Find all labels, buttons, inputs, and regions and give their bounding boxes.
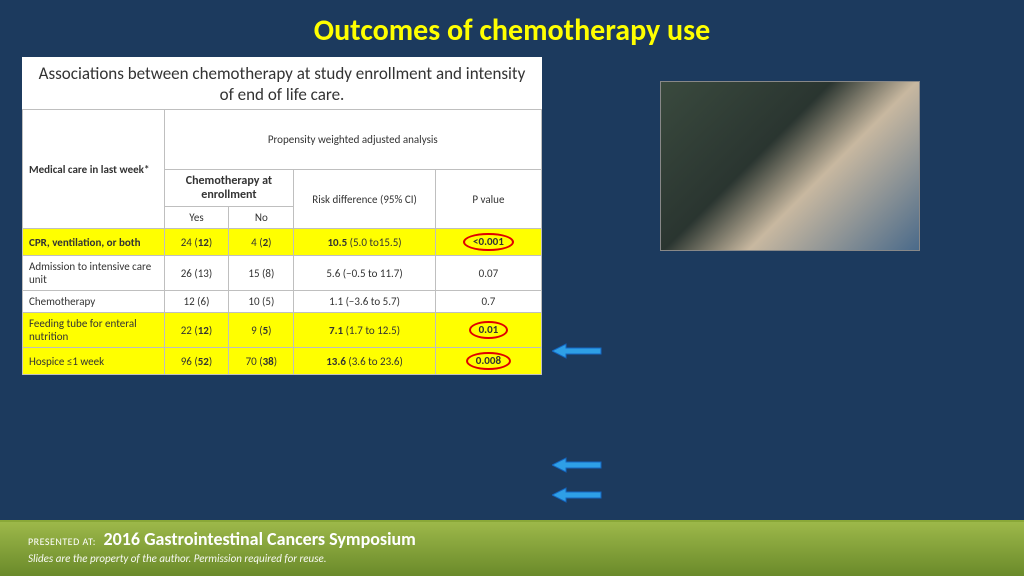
header-risk: Risk difference (95% CI): [294, 170, 436, 229]
significance-circle: 0.01: [469, 321, 509, 339]
medical-photo: [660, 81, 920, 251]
cell-no: 9 (5): [229, 313, 294, 348]
cell-no: 70 (38): [229, 348, 294, 375]
footer-event: 2016 Gastrointestinal Cancers Symposium: [104, 528, 416, 550]
data-table: Medical care in last week* Propensity we…: [22, 109, 542, 375]
cell-risk: 13.6 (3.6 to 23.6): [294, 348, 436, 375]
cell-pvalue: 0.7: [435, 291, 541, 313]
cell-risk: 5.6 (−0.5 to 11.7): [294, 256, 436, 291]
significance-circle: 0.008: [466, 352, 511, 370]
row-label: Admission to intensive care unit: [23, 256, 165, 291]
data-table-panel: Associations between chemotherapy at stu…: [22, 57, 542, 375]
pointer-arrow-icon: [552, 487, 602, 503]
table-row: Chemotherapy12 (6)10 (5)1.1 (−3.6 to 5.7…: [23, 291, 542, 313]
table-row: Feeding tube for enteral nutrition22 (12…: [23, 313, 542, 348]
cell-pvalue: 0.07: [435, 256, 541, 291]
header-no: No: [229, 207, 294, 229]
cell-yes: 22 (12): [164, 313, 229, 348]
header-yes: Yes: [164, 207, 229, 229]
table-row: Admission to intensive care unit26 (13)1…: [23, 256, 542, 291]
table-row: Hospice ≤1 week96 (52)70 (38)13.6 (3.6 t…: [23, 348, 542, 375]
cell-yes: 26 (13): [164, 256, 229, 291]
cell-pvalue: 0.008: [435, 348, 541, 375]
cell-pvalue: 0.01: [435, 313, 541, 348]
row-label: Hospice ≤1 week: [23, 348, 165, 375]
cell-yes: 96 (52): [164, 348, 229, 375]
cell-risk: 7.1 (1.7 to 12.5): [294, 313, 436, 348]
footer-subtitle: Slides are the property of the author. P…: [28, 552, 996, 565]
header-medical-care: Medical care in last week*: [23, 110, 165, 229]
table-row: CPR, ventilation, or both24 (12)4 (2)10.…: [23, 229, 542, 256]
row-label: CPR, ventilation, or both: [23, 229, 165, 256]
cell-yes: 12 (6): [164, 291, 229, 313]
cell-no: 4 (2): [229, 229, 294, 256]
footer-presented: PRESENTED AT:: [28, 535, 96, 548]
slide-title: Outcomes of chemotherapy use: [0, 0, 1024, 57]
cell-pvalue: <0.001: [435, 229, 541, 256]
cell-risk: 10.5 (5.0 to15.5): [294, 229, 436, 256]
cell-no: 10 (5): [229, 291, 294, 313]
footer-bar: PRESENTED AT: 2016 Gastrointestinal Canc…: [0, 520, 1024, 576]
significance-circle: <0.001: [463, 233, 514, 251]
table-caption: Associations between chemotherapy at stu…: [22, 57, 542, 109]
row-label: Chemotherapy: [23, 291, 165, 313]
header-analysis: Propensity weighted adjusted analysis: [164, 110, 541, 170]
cell-risk: 1.1 (−3.6 to 5.7): [294, 291, 436, 313]
row-label: Feeding tube for enteral nutrition: [23, 313, 165, 348]
header-pval: P value: [435, 170, 541, 229]
cell-no: 15 (8): [229, 256, 294, 291]
pointer-arrow-icon: [552, 343, 602, 359]
cell-yes: 24 (12): [164, 229, 229, 256]
header-chemo: Chemotherapy at enrollment: [164, 170, 294, 207]
pointer-arrow-icon: [552, 457, 602, 473]
